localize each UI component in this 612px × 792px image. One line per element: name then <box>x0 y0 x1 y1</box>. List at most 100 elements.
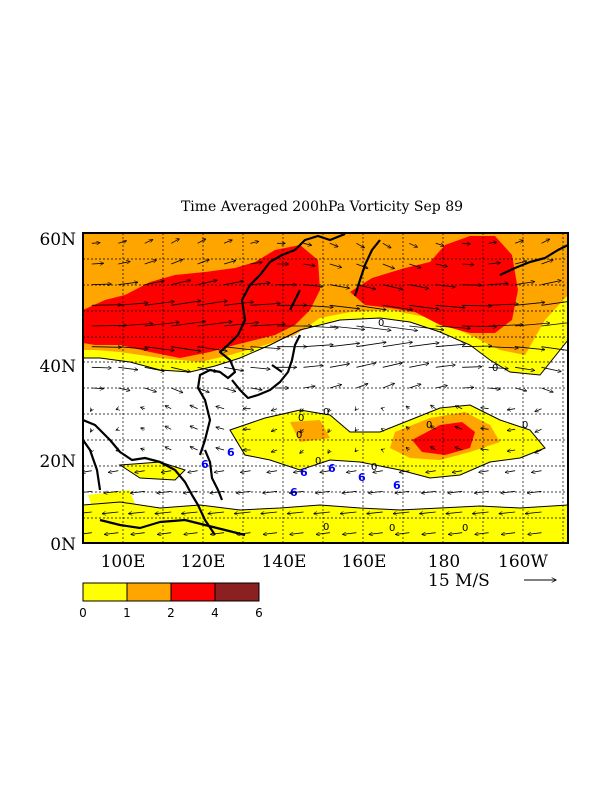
wind-vector <box>216 427 225 429</box>
typhoon-icon: 6 <box>358 471 366 484</box>
wind-vector <box>381 408 383 409</box>
wind-vector <box>525 512 542 514</box>
wind-vector <box>356 325 391 330</box>
wind-vector <box>481 408 489 409</box>
wind-vector <box>462 346 492 347</box>
wind-vector <box>83 532 92 535</box>
wind-vector <box>328 450 330 453</box>
wind-vector <box>320 471 330 473</box>
wind-vector <box>224 346 254 350</box>
wind-vector <box>329 385 342 389</box>
wind-vector <box>294 471 304 473</box>
wind-vector <box>144 322 180 327</box>
typhoon-icon: 6 <box>393 479 401 492</box>
wind-vector <box>541 301 568 306</box>
wind-vector <box>399 471 410 473</box>
wind-vector <box>422 533 436 535</box>
wind-vector <box>409 343 439 348</box>
wind-vector <box>462 367 481 368</box>
contour-label: 0 <box>315 456 321 467</box>
wind-vector <box>431 426 436 430</box>
wind-vector <box>431 405 436 410</box>
contour-label: 0 <box>296 430 302 441</box>
wind-vector <box>118 324 153 327</box>
wind-vector <box>343 533 357 535</box>
wind-vector <box>263 533 278 535</box>
wind-vector <box>515 346 545 350</box>
wind-vector <box>250 367 271 369</box>
wind-vector <box>130 491 145 493</box>
wind-vector <box>527 491 542 493</box>
wind-vector <box>171 280 190 286</box>
wind-vector <box>216 406 225 408</box>
wind-vector <box>171 387 183 393</box>
wind-vector <box>116 450 118 451</box>
wind-vector <box>250 346 281 349</box>
wind-vector <box>406 448 409 451</box>
wind-vector <box>91 429 92 432</box>
wind-vector <box>263 491 278 493</box>
wind-vector <box>250 283 271 285</box>
contour-label: 0 <box>522 420 528 431</box>
wind-vector <box>197 346 228 351</box>
wind-vector <box>250 303 281 306</box>
wind-vector <box>541 281 562 286</box>
wind-vector <box>514 387 527 391</box>
wind-vector <box>197 322 233 327</box>
wind-vector <box>329 242 338 247</box>
wind-vector <box>144 387 157 392</box>
wind-vector <box>393 512 410 514</box>
wind-vector <box>420 512 436 514</box>
wind-vector <box>165 447 172 451</box>
wind-vector <box>355 450 356 452</box>
wind-vector <box>171 259 183 265</box>
wind-vector <box>515 323 550 327</box>
grid <box>83 233 568 543</box>
wind-vector <box>234 512 251 514</box>
lat-label-60n: 60N <box>39 230 76 250</box>
wind-vector <box>435 344 466 348</box>
wind-vector <box>507 409 516 410</box>
colorbar-segment <box>126 582 172 602</box>
wind-vector <box>171 346 201 352</box>
reference-vector-label: 15 M/S <box>428 571 490 591</box>
wind-vector <box>356 304 386 310</box>
wind-vector <box>535 450 542 453</box>
wind-vector <box>182 512 198 514</box>
wind-vector <box>328 409 330 412</box>
wind-vector <box>129 512 145 514</box>
wind-vector <box>303 365 323 367</box>
wind-vector <box>141 407 145 409</box>
wind-vector <box>210 491 225 493</box>
wind-vector <box>505 471 516 473</box>
wind-vector <box>144 260 157 265</box>
wind-vector <box>426 471 436 473</box>
wind-vector <box>287 512 304 514</box>
wind-vector <box>347 471 357 473</box>
wind-vector <box>184 533 198 535</box>
lat-label-20n: 20N <box>39 452 76 472</box>
typhoon-icon: 6 <box>328 462 336 475</box>
wind-vector <box>271 409 278 411</box>
contour-label: 0 <box>323 522 329 533</box>
wind-vector <box>300 450 304 453</box>
wind-vector <box>535 428 542 432</box>
wind-vector <box>507 450 516 451</box>
wind-vector <box>382 383 395 389</box>
wind-vector <box>382 325 418 331</box>
wind-vector <box>241 471 251 473</box>
lon-label-180: 180 <box>428 552 460 572</box>
coast-korea-japan <box>231 289 301 400</box>
wind-vector <box>435 284 456 287</box>
wind-vector <box>541 387 554 392</box>
wind-vector <box>91 347 122 348</box>
wind-vector <box>528 533 542 535</box>
wind-vector <box>224 302 254 306</box>
wind-vector <box>197 280 218 286</box>
wind-vector <box>462 243 470 244</box>
wind-vector <box>488 263 501 264</box>
wind-vector <box>197 366 218 372</box>
wind-vector <box>91 243 100 244</box>
wind-vector <box>290 533 304 535</box>
wind-vector <box>223 387 236 392</box>
